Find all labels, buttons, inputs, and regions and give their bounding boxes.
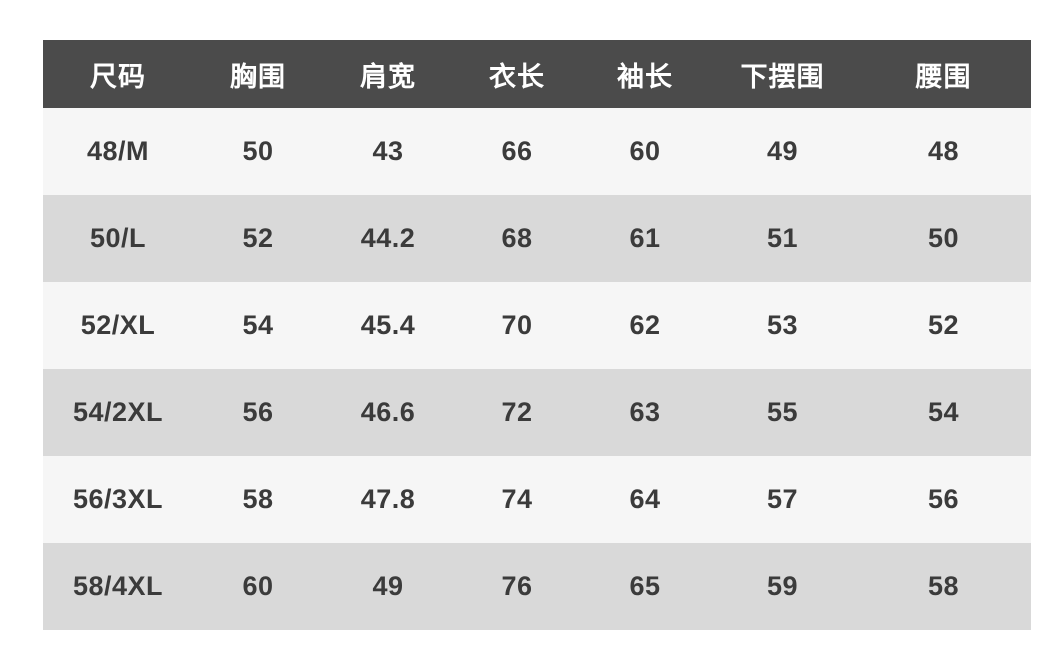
- table-body: 48/M 50 43 66 60 49 48 50/L 52 44.2 68 6…: [43, 108, 1031, 630]
- cell-shoulder: 47.8: [360, 484, 416, 514]
- cell-size: 56/3XL: [72, 484, 164, 514]
- table-row: 56/3XL 58 47.8 74 64 57 56: [43, 456, 1031, 543]
- cell-length: 68: [501, 223, 533, 253]
- cell-shoulder: 45.4: [360, 310, 416, 340]
- table-row: 48/M 50 43 66 60 49 48: [43, 108, 1031, 195]
- size-chart-container: 尺码 胸围 肩宽 衣长 袖长 下摆围 腰围 48/M 50 43 66 60 4…: [43, 40, 1031, 630]
- table-row: 52/XL 54 45.4 70 62 53 52: [43, 282, 1031, 369]
- cell-shoulder: 44.2: [360, 223, 416, 253]
- cell-length: 74: [501, 484, 533, 514]
- cell-shoulder: 46.6: [360, 397, 416, 427]
- cell-bust: 58: [242, 484, 274, 514]
- cell-hem: 51: [766, 223, 799, 253]
- column-header-hem: 下摆围: [740, 61, 825, 92]
- cell-bust: 56: [242, 397, 274, 427]
- table-row: 54/2XL 56 46.6 72 63 55 54: [43, 369, 1031, 456]
- cell-waist: 54: [927, 397, 960, 427]
- cell-size: 50/L: [89, 223, 147, 253]
- cell-bust: 60: [242, 571, 274, 601]
- cell-bust: 54: [242, 310, 274, 340]
- column-header-shoulder: 肩宽: [360, 61, 416, 92]
- cell-size: 54/2XL: [72, 397, 164, 427]
- size-specification-table: 尺码 胸围 肩宽 衣长 袖长 下摆围 腰围 48/M 50 43 66 60 4…: [43, 40, 1031, 630]
- table-header-row: 尺码 胸围 肩宽 衣长 袖长 下摆围 腰围: [43, 40, 1031, 108]
- cell-hem: 55: [766, 397, 799, 427]
- cell-waist: 48: [927, 136, 960, 166]
- cell-length: 70: [501, 310, 533, 340]
- cell-length: 76: [501, 571, 533, 601]
- cell-hem: 57: [766, 484, 799, 514]
- column-header-waist: 腰围: [915, 61, 972, 92]
- column-header-sleeve: 袖长: [617, 61, 673, 92]
- cell-size: 52/XL: [80, 310, 156, 340]
- cell-hem: 49: [766, 136, 799, 166]
- table-header: 尺码 胸围 肩宽 衣长 袖长 下摆围 腰围: [43, 40, 1031, 108]
- column-header-bust: 胸围: [230, 61, 286, 92]
- cell-shoulder: 49: [372, 571, 404, 601]
- cell-size: 48/M: [86, 136, 150, 166]
- cell-waist: 52: [927, 310, 960, 340]
- cell-hem: 59: [766, 571, 799, 601]
- cell-waist: 50: [927, 223, 960, 253]
- cell-hem: 53: [766, 310, 799, 340]
- cell-sleeve: 63: [629, 397, 661, 427]
- cell-length: 66: [501, 136, 533, 166]
- column-header-size: 尺码: [90, 61, 146, 92]
- cell-sleeve: 60: [629, 136, 661, 166]
- cell-sleeve: 61: [629, 223, 661, 253]
- cell-size: 58/4XL: [72, 571, 164, 601]
- table-row: 58/4XL 60 49 76 65 59 58: [43, 543, 1031, 630]
- column-header-length: 衣长: [489, 61, 545, 92]
- cell-waist: 58: [927, 571, 960, 601]
- cell-waist: 56: [927, 484, 960, 514]
- cell-sleeve: 62: [629, 310, 661, 340]
- cell-bust: 50: [242, 136, 274, 166]
- table-row: 50/L 52 44.2 68 61 51 50: [43, 195, 1031, 282]
- cell-shoulder: 43: [372, 136, 404, 166]
- cell-sleeve: 65: [629, 571, 661, 601]
- cell-length: 72: [501, 397, 533, 427]
- cell-sleeve: 64: [629, 484, 661, 514]
- cell-bust: 52: [242, 223, 274, 253]
